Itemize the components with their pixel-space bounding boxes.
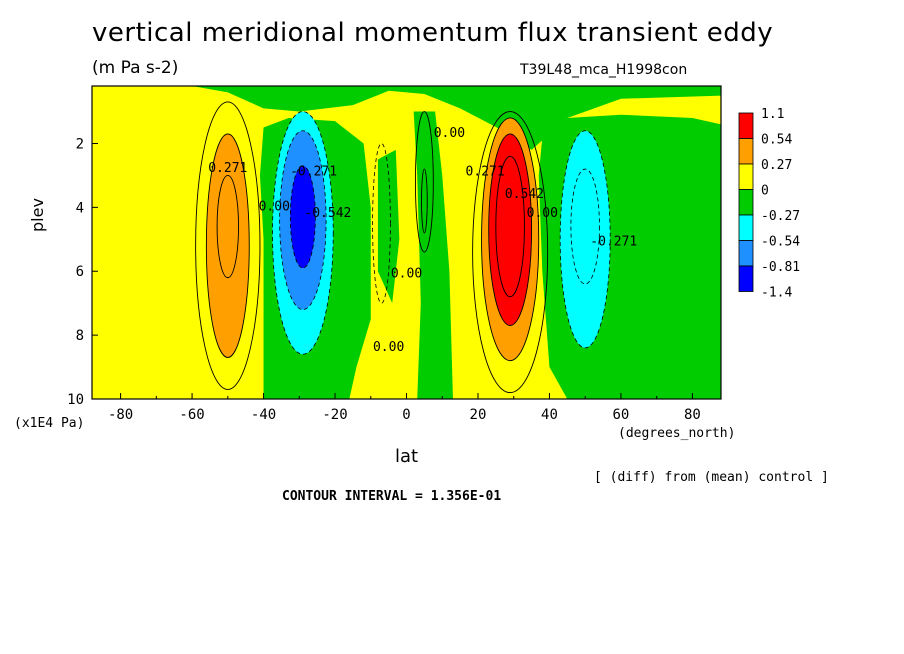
contour-label: -0.271 [590,235,637,250]
x-tick-label: 20 [470,407,487,423]
contour-south-pos-1 [205,133,250,358]
contour-label: 0.00 [391,267,422,282]
legend-label: -0.27 [761,209,800,224]
chart-title: vertical meridional momentum flux transi… [92,18,774,48]
legend-label: -1.4 [761,286,792,301]
contour-south-neg-1 [272,111,334,355]
legend-label: 0 [761,184,769,199]
y-ticks: 2 4 6 8 10 [67,136,98,408]
legend-swatch [738,265,754,292]
legend-swatch [738,214,754,241]
contour-label: -0.271 [290,164,337,179]
contour-interval: CONTOUR INTERVAL = 1.356E-01 [282,489,502,504]
contour-label: 0.542 [505,187,544,202]
contour-north-pos-0 [472,111,549,394]
contour-label: 0.271 [208,161,247,176]
y-tick-label: 6 [76,264,84,280]
field-south-blue [290,165,316,269]
contour-label: 0.00 [259,200,290,215]
colorbar-legend: 1.1 0.54 0.27 0 -0.27 -0.54 -0.81 -1.4 [738,107,800,301]
contour-south-pos-2 [216,174,239,279]
x-tick-label: -80 [108,407,133,423]
y-axis-unit: (x1E4 Pa) [14,416,85,431]
contour-labels: 0.2710.00-0.271-0.5420.000.000.000.2710.… [208,126,637,355]
contour-north-pos-1 [481,117,540,362]
y-tick-label: 10 [67,392,84,408]
field-north-cyan [560,130,611,348]
x-axis-unit: (degrees_north) [618,426,736,441]
x-tick-label: -40 [251,407,276,423]
contour-lines [195,101,611,394]
contour-label: 0.00 [434,126,465,141]
legend-label: -0.81 [761,260,800,275]
x-tick-label: -20 [322,407,347,423]
contour-north-neg-2 [570,168,600,285]
x-axis-label: lat [395,446,419,467]
x-tick-label: -60 [179,407,204,423]
legend-label: 0.54 [761,133,792,148]
x-tick-label: 80 [684,407,701,423]
field-south-orange [206,133,250,358]
filled-contours [92,86,721,399]
x-tick-label: 40 [541,407,558,423]
contour-label: 0.00 [527,206,558,221]
legend-swatch [738,138,754,165]
x-ticks: -80 -60 -40 -20 0 20 40 60 80 [108,393,701,423]
legend-label: 1.1 [761,107,784,122]
contour-label: 0.00 [373,340,404,355]
legend-swatch [738,163,754,190]
field-top-green [92,86,721,150]
legend-swatch [738,240,754,267]
contour-equator-1 [414,111,434,253]
contour-north-neg-1 [559,130,611,349]
y-tick-label: 4 [76,200,84,216]
contour-patch-neg [372,143,391,304]
diff-note: [ (diff) from (mean) control ] [594,470,829,485]
field-green-patch [377,149,400,304]
x-tick-label: 0 [402,407,410,423]
contour-label: -0.542 [304,206,351,221]
contour-north-pos-3 [495,155,525,298]
run-name: T39L48_mca_H1998con [520,62,688,78]
chart-units: (m Pa s-2) [92,58,179,78]
contour-label: 0.271 [466,164,505,179]
legend-label: 0.27 [761,158,792,173]
y-tick-label: 2 [76,136,84,152]
legend-label: -0.54 [761,235,800,250]
contour-south-neg-3 [289,165,316,269]
contour-south-pos-0 [195,101,261,390]
y-tick-label: 8 [76,328,84,344]
field-equator-green [413,111,453,399]
legend-swatch [738,112,754,139]
legend-swatch [738,189,754,216]
contour-equator-2 [421,168,428,234]
contour-north-pos-2 [488,133,533,326]
x-tick-label: 60 [613,407,630,423]
contour-south-neg-2 [279,130,327,310]
